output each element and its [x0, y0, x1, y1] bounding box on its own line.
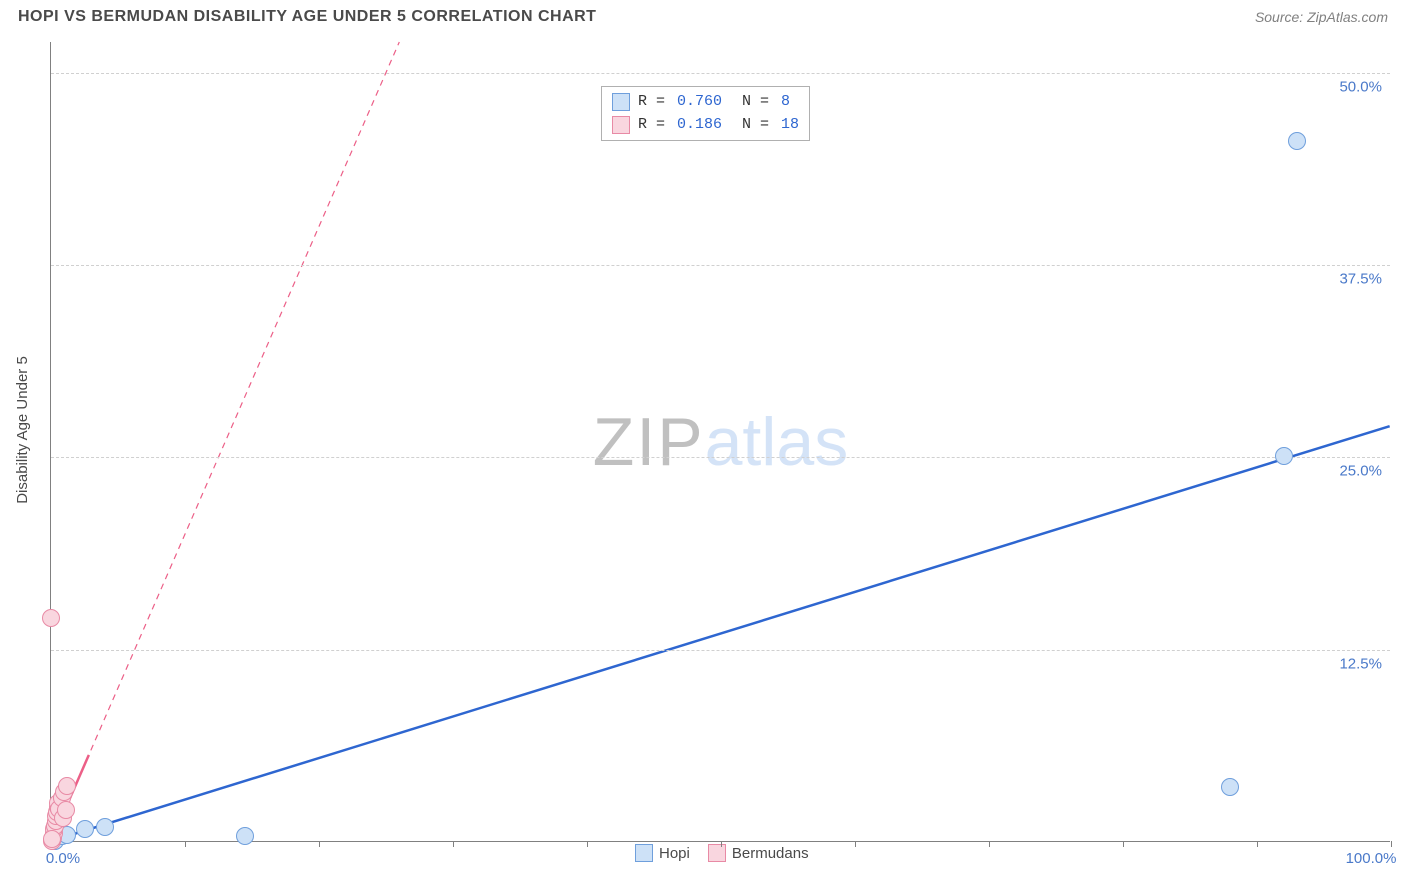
- legend-swatch: [708, 844, 726, 862]
- correlation-legend: R = 0.760 N = 8 R = 0.186 N = 18: [601, 86, 810, 141]
- bermudans-point: [42, 609, 60, 627]
- n-label: N =: [742, 91, 769, 114]
- x-tick: [721, 841, 722, 847]
- x-tick-label: 0.0%: [46, 850, 80, 867]
- x-tick: [319, 841, 320, 847]
- x-tick: [855, 841, 856, 847]
- source-name: ZipAtlas.com: [1307, 9, 1388, 25]
- legend-label: Hopi: [659, 845, 690, 862]
- hopi-point: [1275, 447, 1293, 465]
- legend-item: Bermudans: [708, 844, 809, 862]
- y-tick-label: 25.0%: [1339, 463, 1382, 480]
- r-value: 0.760: [677, 91, 722, 114]
- y-tick-label: 37.5%: [1339, 271, 1382, 288]
- r-label: R =: [638, 91, 665, 114]
- hopi-trend: [51, 426, 1389, 841]
- bermudans-trend-dashed: [51, 42, 399, 841]
- legend-item: Hopi: [635, 844, 690, 862]
- gridline: [51, 650, 1390, 651]
- hopi-point: [76, 820, 94, 838]
- trend-lines: [51, 42, 1390, 841]
- bermudans-point: [57, 801, 75, 819]
- hopi-point: [96, 818, 114, 836]
- chart-title: HOPI VS BERMUDAN DISABILITY AGE UNDER 5 …: [18, 8, 596, 26]
- x-tick: [989, 841, 990, 847]
- x-tick: [453, 841, 454, 847]
- x-tick: [1123, 841, 1124, 847]
- legend-swatch: [612, 93, 630, 111]
- legend-label: Bermudans: [732, 845, 809, 862]
- legend-row: R = 0.760 N = 8: [612, 91, 799, 114]
- gridline: [51, 265, 1390, 266]
- scatter-chart: ZIPatlas R =0.760N =8R = 0.186N = 18 Hop…: [50, 42, 1390, 842]
- x-tick: [587, 841, 588, 847]
- n-label: N =: [742, 114, 769, 137]
- x-tick: [185, 841, 186, 847]
- gridline: [51, 457, 1390, 458]
- bermudans-point: [43, 830, 61, 848]
- x-tick-label: 100.0%: [1346, 850, 1397, 867]
- bermudans-point: [58, 777, 76, 795]
- n-value: 8: [781, 91, 790, 114]
- n-value: 18: [781, 114, 799, 137]
- y-axis-label: Disability Age Under 5: [14, 356, 31, 504]
- y-tick-label: 12.5%: [1339, 655, 1382, 672]
- hopi-point: [236, 827, 254, 845]
- gridline: [51, 73, 1390, 74]
- source-prefix: Source:: [1255, 9, 1307, 25]
- chart-header: HOPI VS BERMUDAN DISABILITY AGE UNDER 5 …: [0, 0, 1406, 30]
- y-tick-label: 50.0%: [1339, 78, 1382, 95]
- r-value: 0.186: [677, 114, 722, 137]
- x-tick: [1257, 841, 1258, 847]
- legend-row: R = 0.186 N = 18: [612, 114, 799, 137]
- r-label: R =: [638, 114, 665, 137]
- legend-swatch: [635, 844, 653, 862]
- hopi-point: [1221, 778, 1239, 796]
- legend-swatch: [612, 116, 630, 134]
- source-attribution: Source: ZipAtlas.com: [1255, 9, 1388, 25]
- x-tick: [1391, 841, 1392, 847]
- hopi-point: [1288, 132, 1306, 150]
